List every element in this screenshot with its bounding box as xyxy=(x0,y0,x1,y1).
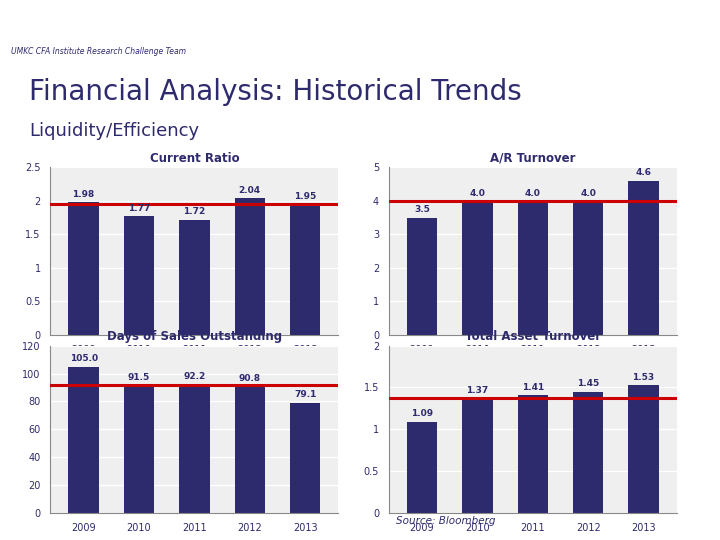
Text: 1.09: 1.09 xyxy=(411,409,433,418)
Bar xyxy=(179,384,210,513)
Bar xyxy=(124,217,154,335)
Text: 1.95: 1.95 xyxy=(294,192,316,201)
Bar xyxy=(235,198,265,335)
Text: 1.41: 1.41 xyxy=(522,383,544,391)
Text: 1.37: 1.37 xyxy=(467,386,489,395)
Title: A/R Turnover: A/R Turnover xyxy=(490,152,575,165)
Text: 4.0: 4.0 xyxy=(580,188,596,198)
Text: 1.77: 1.77 xyxy=(128,204,150,213)
Text: 2.04: 2.04 xyxy=(239,186,261,195)
Text: 105.0: 105.0 xyxy=(70,354,98,363)
Text: 91.5: 91.5 xyxy=(128,373,150,382)
Bar xyxy=(235,386,265,513)
Title: Days of Sales Outstanding: Days of Sales Outstanding xyxy=(107,330,282,343)
Text: 92.2: 92.2 xyxy=(184,372,205,381)
Text: 79.1: 79.1 xyxy=(294,390,316,399)
Text: 4.0: 4.0 xyxy=(469,188,485,198)
Text: 29: 29 xyxy=(671,9,698,29)
Bar xyxy=(68,202,99,335)
Title: Total Asset Turnover: Total Asset Turnover xyxy=(464,330,601,343)
Bar xyxy=(179,220,210,335)
Bar xyxy=(518,201,548,335)
Bar xyxy=(573,201,603,335)
Text: UMKC CFA Institute Research Challenge Team: UMKC CFA Institute Research Challenge Te… xyxy=(11,47,186,56)
Bar xyxy=(290,403,320,513)
Bar xyxy=(629,181,659,335)
Text: 1.45: 1.45 xyxy=(577,379,599,388)
Text: Source: Bloomberg: Source: Bloomberg xyxy=(396,516,495,526)
Text: 1.72: 1.72 xyxy=(184,207,205,217)
Bar xyxy=(124,386,154,513)
Bar xyxy=(462,399,492,513)
Text: 4.6: 4.6 xyxy=(636,168,652,178)
Text: 4.0: 4.0 xyxy=(525,188,541,198)
Text: Financial Analysis: Historical Trends: Financial Analysis: Historical Trends xyxy=(29,78,521,106)
Bar xyxy=(629,385,659,513)
Bar xyxy=(518,395,548,513)
Text: 3.5: 3.5 xyxy=(414,205,430,214)
Text: 1.98: 1.98 xyxy=(73,190,95,199)
Bar xyxy=(407,218,437,335)
Bar xyxy=(407,422,437,513)
Bar xyxy=(290,204,320,335)
Text: Liquidity/Efficiency: Liquidity/Efficiency xyxy=(29,122,199,139)
Text: 1.53: 1.53 xyxy=(632,373,654,382)
Bar xyxy=(68,367,99,513)
Text: 90.8: 90.8 xyxy=(239,374,261,383)
Title: Current Ratio: Current Ratio xyxy=(150,152,239,165)
Bar xyxy=(573,392,603,513)
Bar xyxy=(462,201,492,335)
